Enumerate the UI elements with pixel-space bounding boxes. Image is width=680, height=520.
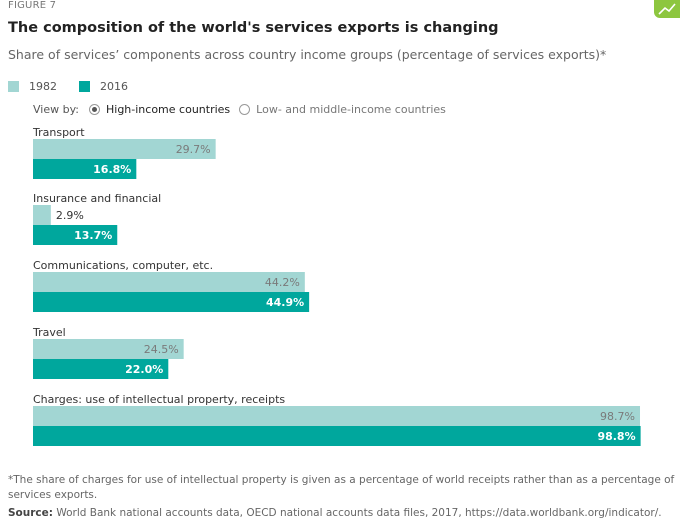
bar-2016-charges-use-of-intellectual-property-receipts: [33, 426, 641, 446]
legend-item-2016[interactable]: 2016: [79, 80, 128, 93]
bar-2016-insurance-and-financial: [33, 225, 118, 245]
data-label-2016-travel: 22.0%: [125, 363, 163, 376]
legend-item-1982[interactable]: 1982: [8, 80, 57, 93]
category-label-travel: Travel: [32, 326, 66, 339]
data-label-2016-communications-computer-etc: 44.9%: [266, 296, 304, 309]
figure-label: FIGURE 7: [8, 0, 57, 11]
data-label-1982-travel: 24.5%: [144, 343, 179, 356]
legend-swatch-1982: [8, 81, 19, 92]
bar-1982-communications-computer-etc: [33, 272, 305, 292]
source-text: World Bank national accounts data, OECD …: [56, 507, 662, 519]
bar-2016-travel: [33, 359, 169, 379]
view-by-control: View by: High-income countries Low- and …: [33, 103, 455, 116]
source-note: Source: World Bank national accounts dat…: [8, 507, 662, 519]
view-by-label: View by:: [33, 103, 79, 116]
legend-label-1982: 1982: [29, 80, 57, 93]
radio-low-middle-income[interactable]: Low- and middle-income countries: [239, 103, 446, 116]
radio-unselected-icon: [239, 104, 251, 115]
radio-high-income-label: High-income countries: [106, 103, 231, 116]
share-icon[interactable]: [654, 0, 680, 18]
category-label-transport: Transport: [32, 126, 85, 139]
bar-2016-transport: [33, 159, 137, 179]
data-label-1982-charges-use-of-intellectual-property-receipts: 98.7%: [600, 410, 635, 423]
legend-label-2016: 2016: [100, 80, 128, 93]
footnote: *The share of charges for use of intelle…: [8, 474, 675, 501]
radio-selected-icon: [89, 104, 100, 115]
data-label-2016-insurance-and-financial: 13.7%: [74, 229, 112, 242]
bar-1982-transport: [33, 139, 216, 159]
radio-high-income[interactable]: High-income countries: [89, 103, 230, 116]
category-label-insurance-and-financial: Insurance and financial: [33, 192, 161, 205]
chart-subtitle: Share of services’ components across cou…: [8, 47, 607, 62]
legend-swatch-2016: [79, 81, 90, 92]
bar-2016-communications-computer-etc: [33, 292, 310, 312]
bar-1982-insurance-and-financial: [33, 205, 51, 225]
bar-1982-charges-use-of-intellectual-property-receipts: [33, 406, 641, 426]
legend: 1982 2016: [8, 80, 150, 93]
bar-chart: Transport 29.7% 16.8% Insurance and financi…: [32, 126, 641, 446]
bar-1982-travel: [33, 339, 184, 359]
category-label-charges-use-of-intellectual-property-receipts: Charges: use of intellectual property, r…: [33, 393, 285, 406]
data-label-2016-charges-use-of-intellectual-property-receipts: 98.8%: [597, 430, 635, 443]
data-label-1982-insurance-and-financial: 2.9%: [56, 209, 84, 222]
category-label-communications-computer-etc: Communications, computer, etc.: [33, 259, 213, 272]
data-label-1982-communications-computer-etc: 44.2%: [265, 276, 300, 289]
source-label: Source:: [8, 507, 53, 519]
data-label-1982-transport: 29.7%: [176, 143, 211, 156]
chart-title: The composition of the world's services …: [8, 20, 499, 36]
data-label-2016-transport: 16.8%: [93, 163, 131, 176]
radio-low-middle-income-label: Low- and middle-income countries: [256, 103, 446, 116]
